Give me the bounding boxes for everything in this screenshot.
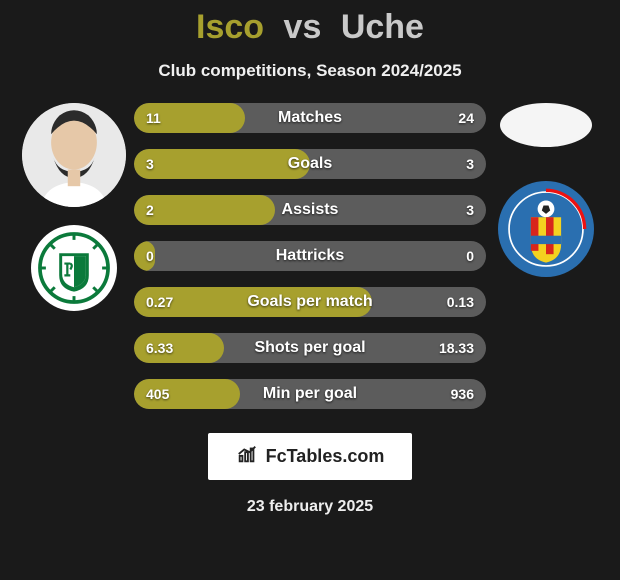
stat-label: Goals [134, 155, 486, 173]
vs-text: vs [284, 8, 322, 46]
content-area: 1124Matches 33Goals 23Assists 00Hattricks 0.… [0, 103, 620, 409]
date-text: 23 february 2025 [247, 498, 373, 516]
subtitle: Club competitions, Season 2024/2025 [158, 61, 461, 81]
stat-bar: 00Hattricks [134, 241, 486, 271]
chart-icon [236, 443, 258, 470]
brand-text: FcTables.com [266, 446, 385, 467]
stat-bar: 0.270.13Goals per match [134, 287, 486, 317]
right-player-column [486, 103, 606, 277]
stat-bar: 23Assists [134, 195, 486, 225]
stat-label: Hattricks [134, 247, 486, 265]
stat-label: Goals per match [134, 293, 486, 311]
stat-label: Assists [134, 201, 486, 219]
stat-bar: 405936Min per goal [134, 379, 486, 409]
player1-avatar [22, 103, 126, 207]
stat-label: Min per goal [134, 385, 486, 403]
stat-bar: 33Goals [134, 149, 486, 179]
stat-bar: 1124Matches [134, 103, 486, 133]
stat-label: Matches [134, 109, 486, 127]
player1-name: Isco [196, 8, 264, 46]
player2-club-badge [498, 181, 594, 277]
player2-name: Uche [341, 8, 424, 46]
player2-avatar-placeholder [500, 103, 592, 147]
stat-bars: 1124Matches 33Goals 23Assists 00Hattricks 0.… [134, 103, 486, 409]
stat-bar: 6.3318.33Shots per goal [134, 333, 486, 363]
left-player-column [14, 103, 134, 311]
stat-label: Shots per goal [134, 339, 486, 357]
player1-club-badge [31, 225, 117, 311]
brand-badge[interactable]: FcTables.com [208, 433, 413, 480]
comparison-title: Isco vs Uche [196, 8, 424, 47]
